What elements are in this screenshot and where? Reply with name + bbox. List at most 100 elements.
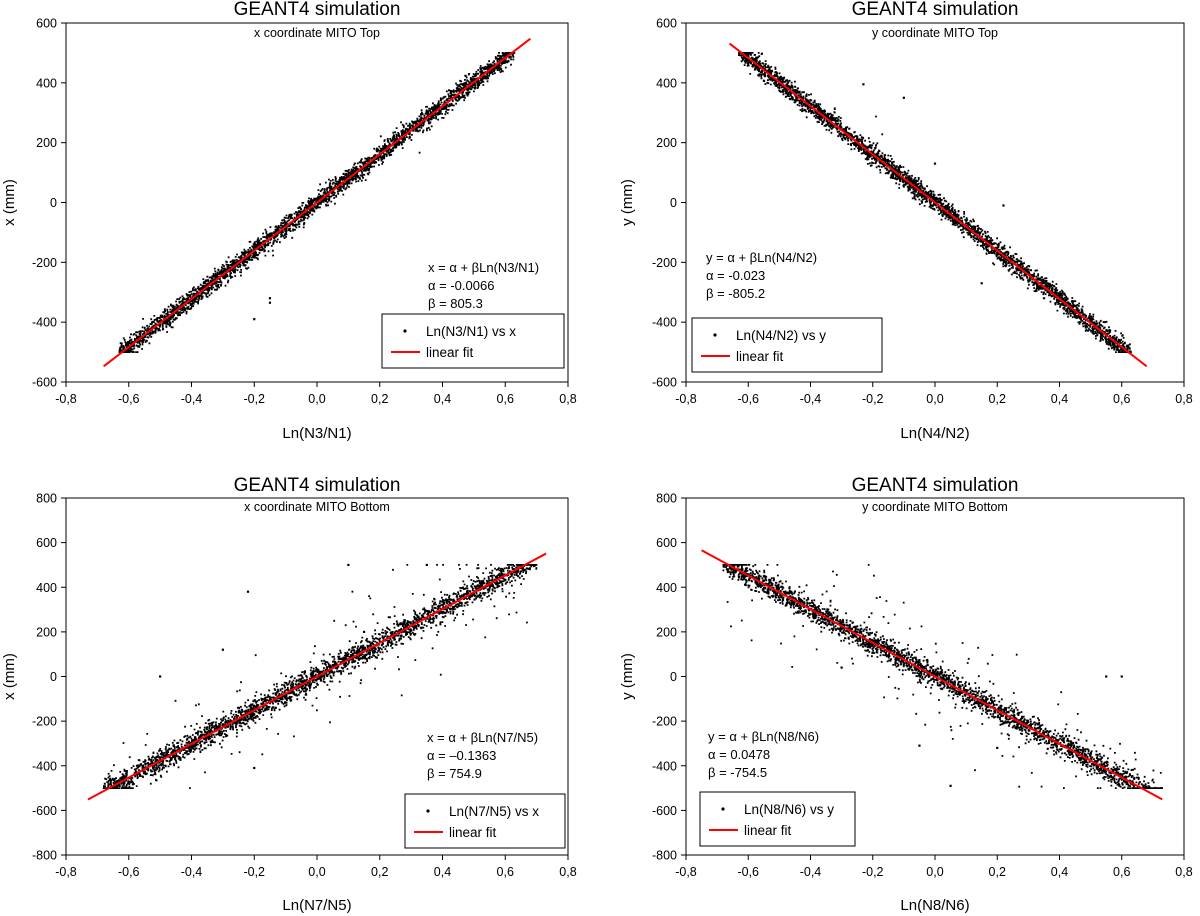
chart-subtitle: y coordinate MITO Top — [872, 26, 998, 40]
legend-label-points: Ln(N3/N1) vs x — [426, 324, 516, 339]
legend-marker-points — [426, 809, 430, 813]
y-tick-label: -200 — [652, 256, 677, 270]
scatter-point — [246, 590, 250, 593]
legend-marker-points — [721, 807, 725, 811]
x-tick-label: 0,4 — [434, 392, 451, 406]
fit-annotation: x = α + βLn(N3/N1) α = -0.0066 β = 805.3 — [428, 260, 539, 311]
y-tick-label: 600 — [36, 17, 57, 31]
x-tick-label: 0,8 — [1175, 865, 1192, 879]
x-tick-label: -0,8 — [675, 392, 697, 406]
scatter-point — [253, 318, 256, 321]
scatter-point — [949, 784, 952, 787]
x-tick-label: -0,6 — [737, 865, 759, 879]
x-tick-label: -0,4 — [800, 392, 822, 406]
scatter-point — [996, 746, 999, 749]
annotation-line: β = 805.3 — [428, 296, 483, 311]
legend-label-line: linear fit — [736, 349, 784, 364]
x-tick-label: 0,2 — [371, 865, 388, 879]
scatter-point — [933, 162, 937, 165]
legend-box — [404, 793, 566, 849]
y-axis: -600 -400 -200 0 200 400 600 — [32, 17, 66, 390]
y-tick-label: -800 — [32, 849, 57, 863]
chart-subtitle: x coordinate MITO Top — [254, 26, 380, 40]
y-tick-label: 200 — [36, 625, 57, 639]
y-tick-label: 0 — [670, 670, 677, 684]
chart-subtitle: x coordinate MITO Bottom — [244, 500, 390, 514]
x-tick-label: 0,2 — [989, 392, 1006, 406]
y-tick-label: 0 — [50, 196, 57, 210]
fit-annotation: y = α + βLn(N4/N2) α = -0.023 β = -805.2 — [706, 250, 817, 301]
scatter-point — [347, 563, 350, 567]
legend-box — [381, 313, 565, 369]
scatter-point — [159, 675, 162, 678]
legend-label-points: Ln(N8/N6) vs y — [744, 802, 834, 817]
y-tick-label: -600 — [652, 376, 677, 390]
x-tick-label: -0,8 — [675, 865, 697, 879]
chart-panel-1: GEANT4 simulation x coordinate MITO Top -0… — [1, 0, 577, 442]
y-tick-label: -800 — [652, 849, 677, 863]
x-tick-label: -0,2 — [862, 865, 884, 879]
legend-label-line: linear fit — [426, 345, 474, 360]
x-axis: -0,8 -0,6 -0,4 -0,2 0,0 0,2 0,4 0,6 0,8 — [675, 855, 1193, 879]
x-tick-label: -0,6 — [737, 392, 759, 406]
x-tick-label: -0,8 — [55, 392, 77, 406]
chart-panel-3: GEANT4 simulation x coordinate MITO Botto… — [1, 475, 577, 914]
y-tick-label: 400 — [656, 76, 677, 90]
y-tick-label: 400 — [36, 76, 57, 90]
chart-subtitle: y coordinate MITO Bottom — [862, 500, 1008, 514]
y-tick-label: -200 — [652, 715, 677, 729]
y-tick-label: -400 — [32, 759, 57, 773]
scatter-point — [268, 297, 272, 300]
scatter-point — [253, 766, 256, 770]
x-tick-label: 0,6 — [1113, 392, 1130, 406]
chart-title: GEANT4 simulation — [234, 475, 401, 496]
annotation-line: y = α + βLn(N8/N6) — [708, 729, 819, 744]
chart-title: GEANT4 simulation — [852, 475, 1019, 496]
chart-title: GEANT4 simulation — [852, 0, 1019, 20]
x-tick-label: 0,2 — [989, 865, 1006, 879]
x-tick-label: 0,0 — [926, 865, 943, 879]
x-tick-label: 0,8 — [559, 865, 576, 879]
annotation-line: α = 0.0478 — [708, 747, 770, 762]
y-tick-label: -400 — [32, 316, 57, 330]
legend: Ln(N8/N6) vs y linear fit — [699, 791, 856, 847]
y-tick-label: -600 — [32, 376, 57, 390]
y-axis: -800 -600 -400 -200 0 200 400 600 800 — [32, 492, 66, 863]
x-axis: -0,8 -0,6 -0,4 -0,2 0,0 0,2 0,4 0,6 0,8 — [675, 382, 1193, 406]
legend-label-line: linear fit — [744, 823, 792, 838]
scatter-point — [1002, 204, 1005, 207]
y-axis-label: y (mm) — [619, 653, 636, 700]
y-tick-label: -200 — [32, 256, 57, 270]
scatter-point — [221, 648, 224, 651]
y-tick-label: 400 — [656, 581, 677, 595]
legend: Ln(N3/N1) vs x linear fit — [381, 313, 565, 369]
x-tick-label: -0,8 — [55, 865, 77, 879]
y-tick-label: 600 — [656, 17, 677, 31]
y-tick-label: 600 — [36, 536, 57, 550]
annotation-line: β = -754.5 — [708, 765, 767, 780]
chart-title: GEANT4 simulation — [234, 0, 401, 20]
annotation-line: y = α + βLn(N4/N2) — [706, 250, 817, 265]
fit-line — [103, 37, 531, 368]
x-tick-label: -0,2 — [862, 392, 884, 406]
x-tick-label: 0,8 — [1175, 392, 1192, 406]
x-tick-label: 0,4 — [434, 865, 451, 879]
x-axis-label: Ln(N7/N5) — [282, 897, 351, 914]
scatter-point — [425, 563, 428, 567]
annotation-line: β = 754.9 — [427, 766, 482, 781]
y-tick-label: 0 — [670, 196, 677, 210]
scatter-point — [362, 630, 366, 633]
fit-annotation: y = α + βLn(N8/N6) α = 0.0478 β = -754.5 — [708, 729, 819, 780]
legend: Ln(N4/N2) vs y linear fit — [691, 317, 883, 373]
y-axis-label: x (mm) — [1, 179, 18, 226]
x-tick-label: -0,2 — [243, 392, 265, 406]
chart-panel-2: GEANT4 simulation y coordinate MITO Top -0… — [619, 0, 1193, 442]
legend-marker-points — [713, 333, 717, 337]
y-tick-label: 200 — [656, 625, 677, 639]
annotation-line: x = α + βLn(N7/N5) — [427, 730, 538, 745]
y-tick-label: 600 — [656, 536, 677, 550]
scatter-points — [102, 563, 538, 789]
scatter-point — [902, 96, 905, 99]
y-tick-label: 200 — [656, 136, 677, 150]
y-axis-label: x (mm) — [1, 653, 18, 700]
